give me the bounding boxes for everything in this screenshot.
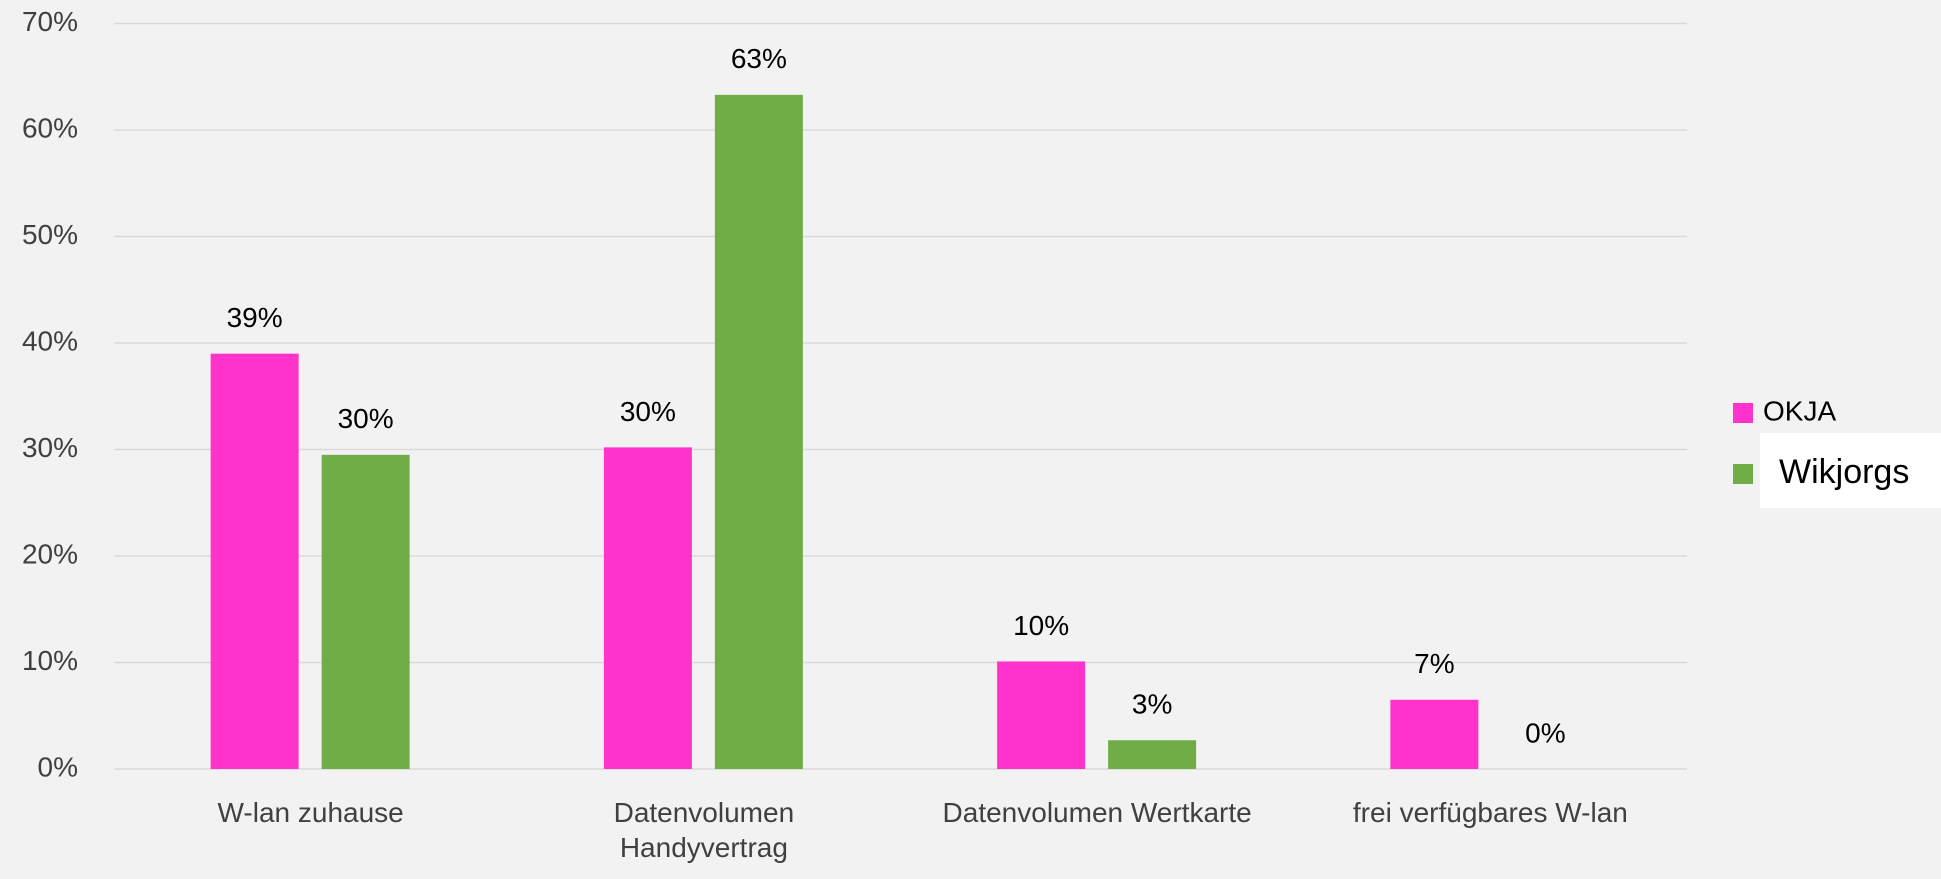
data-label: 7%: [1414, 648, 1454, 679]
bar: [603, 447, 692, 769]
data-label: 30%: [338, 403, 394, 434]
x-tick-label-box: Datenvolumen Handyvertrag: [613, 797, 795, 863]
x-tick-label-box: frei verfügbares W-lan: [1352, 797, 1628, 828]
y-tick-label: 0%: [38, 751, 78, 782]
bar: [997, 661, 1086, 769]
x-tick-label: frei verfügbares W-lan: [1352, 797, 1628, 828]
bar: [210, 353, 299, 769]
legend-box: [1760, 433, 1941, 508]
y-tick-label: 60%: [22, 112, 78, 143]
data-label: 3%: [1132, 689, 1172, 720]
data-label: 10%: [1013, 610, 1069, 641]
y-tick-label: 50%: [22, 219, 78, 250]
data-label: 0%: [1525, 717, 1565, 748]
x-tick-label-box: W-lan zuhause: [217, 797, 404, 828]
x-tick-label-box: Datenvolumen Wertkarte: [942, 797, 1252, 828]
bar: [1108, 740, 1197, 769]
data-label: 63%: [731, 43, 787, 74]
y-tick-label: 20%: [22, 538, 78, 569]
legend-swatch: [1733, 403, 1753, 423]
legend-swatch: [1733, 464, 1753, 484]
legend-label: OKJA: [1763, 395, 1836, 426]
data-label: 30%: [620, 396, 676, 427]
bar: [714, 94, 803, 770]
bar: [321, 454, 410, 769]
data-label: 39%: [227, 302, 283, 333]
x-tick-label: Datenvolumen Wertkarte: [942, 797, 1252, 828]
x-tick-label: Datenvolumen Handyvertrag: [613, 797, 795, 863]
y-tick-label: 70%: [22, 6, 78, 37]
bar: [1390, 699, 1479, 769]
legend-label: Wikjorgs: [1779, 453, 1909, 491]
y-tick-label: 10%: [22, 645, 78, 676]
y-tick-label: 30%: [22, 432, 78, 463]
x-tick-label: W-lan zuhause: [217, 797, 404, 828]
y-tick-label: 40%: [22, 325, 78, 356]
